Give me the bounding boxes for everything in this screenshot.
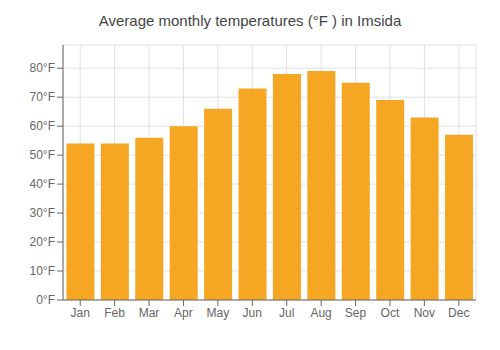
svg-text:Feb: Feb [104,306,125,320]
svg-text:Aug: Aug [310,306,331,320]
svg-text:20°F: 20°F [30,235,55,249]
svg-text:0°F: 0°F [36,293,55,307]
svg-text:40°F: 40°F [30,177,55,191]
svg-text:Dec: Dec [448,306,469,320]
svg-text:Jun: Jun [243,306,262,320]
svg-text:Mar: Mar [139,306,160,320]
svg-text:May: May [207,306,230,320]
svg-text:50°F: 50°F [30,148,55,162]
svg-text:10°F: 10°F [30,264,55,278]
svg-text:70°F: 70°F [30,90,55,104]
svg-text:Apr: Apr [174,306,193,320]
svg-text:60°F: 60°F [30,119,55,133]
html-text:Average monthly temperatures (: Average monthly temperatures (°F ) in Im… [98,12,402,29]
svg-text:30°F: 30°F [30,206,55,220]
svg-text:Jan: Jan [71,306,90,320]
svg-text:Sep: Sep [345,306,367,320]
svg-text:80°F: 80°F [30,61,55,75]
svg-text:Nov: Nov [414,306,435,320]
svg-text:Jul: Jul [279,306,294,320]
svg-text:Oct: Oct [381,306,400,320]
